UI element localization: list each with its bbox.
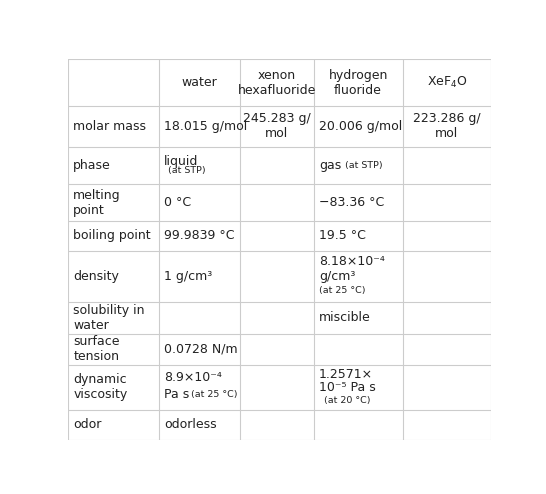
Text: phase: phase [73,159,111,172]
Text: 20.006 g/mol: 20.006 g/mol [319,120,402,133]
Text: (at STP): (at STP) [168,166,205,175]
Text: water: water [182,76,217,89]
Text: 245.283 g/
mol: 245.283 g/ mol [243,112,311,140]
Text: hydrogen
fluoride: hydrogen fluoride [329,69,388,96]
Text: Pa s: Pa s [164,388,189,401]
Text: 99.9839 °C: 99.9839 °C [164,229,235,242]
Text: odor: odor [73,418,102,431]
Text: gas: gas [319,159,341,172]
Text: 1 g/cm³: 1 g/cm³ [164,270,212,283]
Text: density: density [73,270,119,283]
Text: miscible: miscible [319,311,371,324]
Text: dynamic
viscosity: dynamic viscosity [73,373,128,402]
Text: boiling point: boiling point [73,229,151,242]
Text: xenon
hexafluoride: xenon hexafluoride [238,69,316,96]
Text: 0.0728 N/m: 0.0728 N/m [164,343,238,356]
Text: (at 20 °C): (at 20 °C) [324,396,370,405]
Text: −83.36 °C: −83.36 °C [319,196,384,209]
Text: 0 °C: 0 °C [164,196,192,209]
Text: 223.286 g/
mol: 223.286 g/ mol [413,112,481,140]
Text: XeF$_4$O: XeF$_4$O [426,75,467,90]
Text: 10⁻⁵ Pa s: 10⁻⁵ Pa s [319,381,376,394]
Text: molar mass: molar mass [73,120,146,133]
Text: 8.9×10⁻⁴: 8.9×10⁻⁴ [164,371,222,384]
Text: solubility in
water: solubility in water [73,304,145,331]
Text: odorless: odorless [164,418,217,431]
Text: (at 25 °C): (at 25 °C) [191,390,238,399]
Text: 1.2571×: 1.2571× [319,368,373,381]
Text: liquid: liquid [164,155,199,168]
Text: surface
tension: surface tension [73,335,120,364]
Text: (at 25 °C): (at 25 °C) [319,286,365,295]
Text: g/cm³: g/cm³ [319,270,355,283]
Text: 19.5 °C: 19.5 °C [319,229,366,242]
Text: (at STP): (at STP) [345,161,383,170]
Text: melting
point: melting point [73,189,121,216]
Text: 18.015 g/mol: 18.015 g/mol [164,120,247,133]
Text: 8.18×10⁻⁴: 8.18×10⁻⁴ [319,255,384,268]
